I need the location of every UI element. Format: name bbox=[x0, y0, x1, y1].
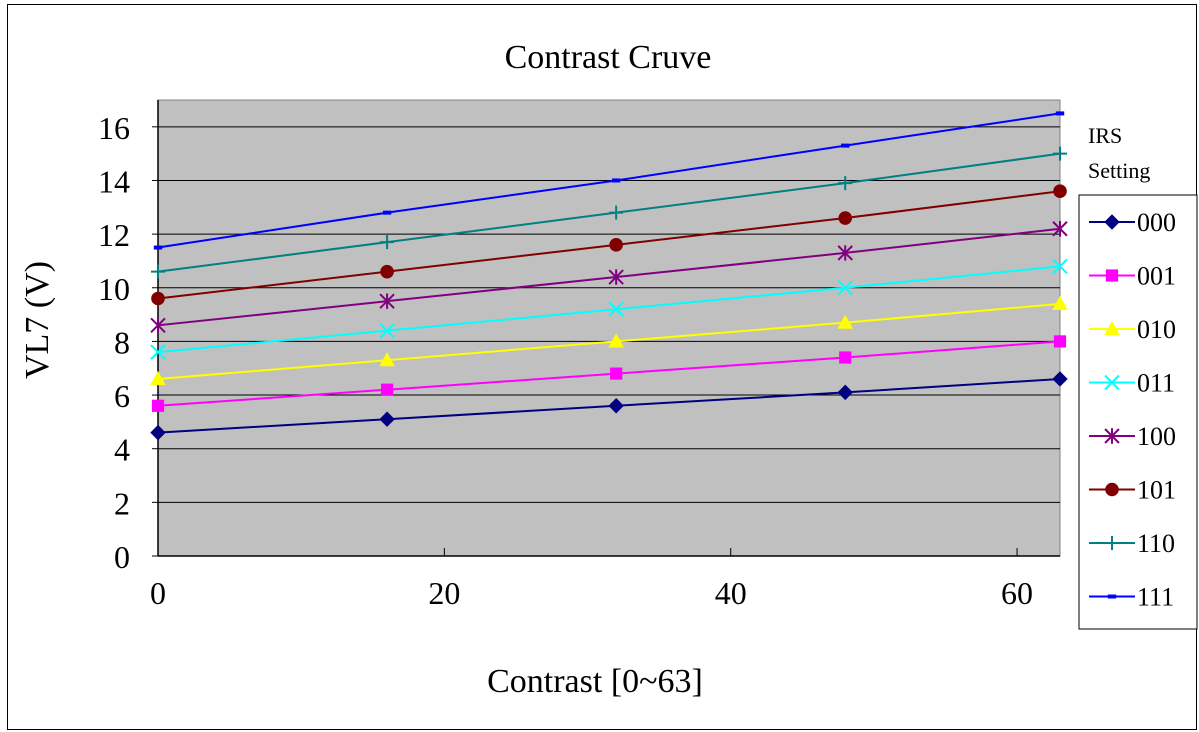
y-tick-label: 12 bbox=[98, 217, 130, 253]
legend-marker bbox=[1105, 536, 1119, 550]
data-point bbox=[380, 264, 394, 279]
data-point bbox=[379, 411, 395, 427]
legend-entry-111: 111 bbox=[1089, 583, 1174, 612]
data-point bbox=[608, 269, 624, 285]
x-axis-label: Contrast [0~63] bbox=[487, 663, 703, 700]
y-tick-label: 2 bbox=[114, 485, 130, 521]
data-point bbox=[611, 178, 621, 183]
data-point bbox=[837, 245, 853, 261]
series-111 bbox=[153, 111, 1065, 250]
data-point bbox=[610, 367, 623, 380]
legend-marker bbox=[1105, 269, 1119, 282]
data-point bbox=[838, 176, 853, 191]
y-tick-label: 6 bbox=[114, 378, 130, 414]
y-tick-label: 8 bbox=[114, 324, 130, 360]
data-point bbox=[838, 211, 853, 225]
data-point bbox=[1053, 335, 1067, 348]
data-point bbox=[380, 383, 394, 396]
legend-entry-001: 001 bbox=[1089, 262, 1176, 291]
legend-title-line2: Setting bbox=[1088, 158, 1150, 183]
legend-label: 010 bbox=[1137, 315, 1176, 344]
series-001 bbox=[151, 335, 1067, 412]
series-010 bbox=[150, 295, 1068, 386]
legend-entry-000: 000 bbox=[1089, 208, 1176, 237]
data-point bbox=[837, 314, 854, 329]
data-point bbox=[382, 210, 392, 215]
x-tick-label: 60 bbox=[1001, 575, 1033, 611]
y-tick-label: 10 bbox=[98, 271, 130, 307]
legend-label: 111 bbox=[1137, 583, 1174, 612]
y-tick-label: 16 bbox=[98, 110, 130, 146]
data-point bbox=[841, 143, 850, 148]
legend-title-line1: IRS bbox=[1088, 123, 1122, 148]
x-tick-label: 0 bbox=[150, 575, 166, 611]
x-tick-label: 40 bbox=[715, 575, 747, 611]
data-point bbox=[379, 352, 395, 367]
data-point bbox=[150, 344, 166, 360]
series-101 bbox=[151, 184, 1067, 306]
data-point bbox=[608, 398, 624, 414]
legend-marker bbox=[1107, 594, 1117, 599]
data-point bbox=[151, 264, 165, 279]
legend-marker bbox=[1104, 374, 1120, 391]
legend-entry-100: 100 bbox=[1089, 422, 1176, 451]
data-point bbox=[151, 399, 165, 412]
legend-label: 110 bbox=[1137, 529, 1175, 558]
series-011 bbox=[150, 258, 1068, 360]
legend-entry-011: 011 bbox=[1089, 369, 1175, 398]
data-point bbox=[1052, 258, 1068, 275]
y-tick-label: 4 bbox=[114, 432, 130, 468]
legend-marker bbox=[1104, 320, 1120, 336]
data-point bbox=[150, 370, 166, 386]
chart-title: Contrast Cruve bbox=[505, 39, 712, 76]
legend-box bbox=[1078, 194, 1198, 630]
x-tick-label: 20 bbox=[428, 575, 460, 611]
data-point bbox=[1053, 146, 1067, 161]
data-point bbox=[150, 424, 166, 441]
y-tick-label: 0 bbox=[114, 539, 130, 575]
y-tick-label: 14 bbox=[98, 163, 130, 199]
data-point bbox=[379, 293, 395, 309]
data-point bbox=[837, 384, 853, 401]
data-point bbox=[1052, 221, 1068, 237]
series-110 bbox=[151, 146, 1067, 279]
data-point bbox=[1052, 371, 1068, 387]
data-point bbox=[380, 235, 395, 250]
y-axis-label: VL7 (V) bbox=[19, 261, 56, 379]
data-point bbox=[839, 351, 852, 364]
legend-label: 100 bbox=[1137, 422, 1176, 451]
legend-entry-010: 010 bbox=[1089, 315, 1176, 344]
data-point bbox=[1055, 111, 1065, 116]
series-100 bbox=[150, 221, 1068, 334]
data-point bbox=[1052, 295, 1068, 310]
data-point bbox=[608, 333, 625, 348]
legend-marker bbox=[1104, 214, 1120, 230]
data-point bbox=[837, 280, 853, 296]
legend-marker bbox=[1104, 428, 1120, 444]
legend-entry-110: 110 bbox=[1089, 529, 1175, 558]
data-point bbox=[609, 205, 624, 220]
data-point bbox=[153, 245, 163, 250]
data-point bbox=[609, 238, 623, 252]
legend-label: 000 bbox=[1137, 208, 1176, 237]
data-point bbox=[1053, 184, 1067, 198]
data-point bbox=[151, 291, 165, 306]
data-point bbox=[608, 301, 624, 317]
legend-label: 001 bbox=[1137, 262, 1176, 291]
data-point bbox=[379, 322, 395, 339]
legend-label: 101 bbox=[1137, 476, 1176, 505]
data-point bbox=[150, 317, 166, 334]
legend-entry-101: 101 bbox=[1089, 476, 1176, 505]
series-000 bbox=[150, 371, 1068, 441]
legend-label: 011 bbox=[1137, 369, 1175, 398]
plot-area bbox=[157, 99, 1061, 557]
legend-marker bbox=[1105, 482, 1119, 497]
